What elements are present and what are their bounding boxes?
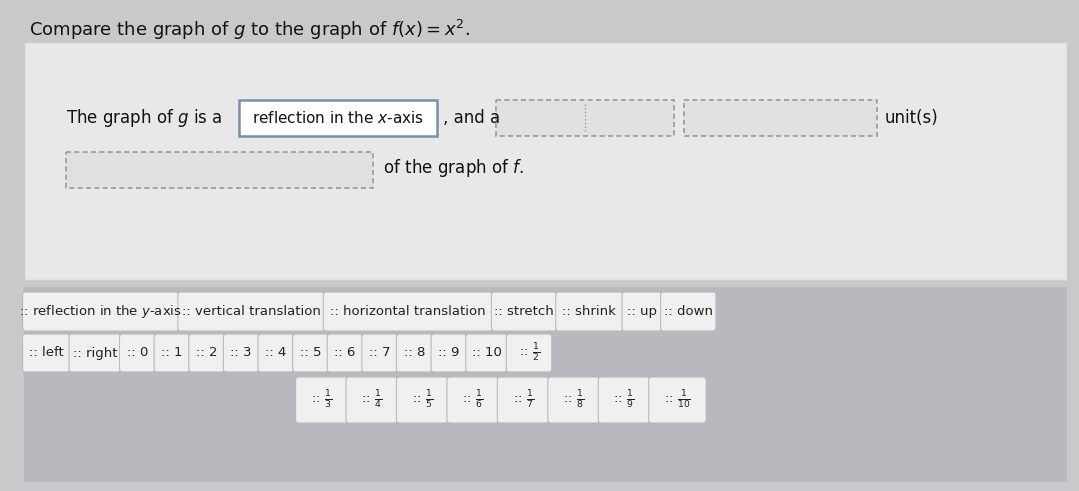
FancyBboxPatch shape — [622, 292, 661, 331]
FancyBboxPatch shape — [258, 334, 293, 372]
Bar — [496, 100, 674, 136]
Text: :: reflection in the $y$-axis: :: reflection in the $y$-axis — [19, 303, 182, 320]
Text: :: 9: :: 9 — [438, 347, 460, 359]
Bar — [66, 152, 372, 188]
Bar — [240, 100, 437, 136]
Text: The graph of $g$ is a: The graph of $g$ is a — [66, 107, 222, 129]
FancyBboxPatch shape — [327, 334, 363, 372]
Text: :: $\frac{1}{5}$: :: $\frac{1}{5}$ — [412, 389, 433, 411]
Text: :: 0: :: 0 — [126, 347, 148, 359]
Bar — [24, 287, 1067, 482]
Text: :: 4: :: 4 — [265, 347, 287, 359]
Text: :: $\frac{1}{9}$: :: $\frac{1}{9}$ — [614, 389, 634, 411]
Text: :: $\frac{1}{2}$: :: $\frac{1}{2}$ — [519, 342, 540, 364]
Text: :: 5: :: 5 — [300, 347, 322, 359]
Text: :: 3: :: 3 — [231, 347, 251, 359]
Bar — [24, 42, 1067, 280]
FancyBboxPatch shape — [346, 377, 397, 423]
Text: :: $\frac{1}{10}$: :: $\frac{1}{10}$ — [664, 389, 691, 411]
Text: :: vertical translation: :: vertical translation — [181, 305, 320, 318]
Text: of the graph of $f$.: of the graph of $f$. — [372, 157, 523, 179]
FancyBboxPatch shape — [361, 334, 397, 372]
Text: :: down: :: down — [664, 305, 713, 318]
FancyBboxPatch shape — [189, 334, 224, 372]
FancyBboxPatch shape — [491, 292, 557, 331]
Text: :: $\frac{1}{7}$: :: $\frac{1}{7}$ — [513, 389, 534, 411]
Text: :: right: :: right — [72, 347, 117, 359]
FancyBboxPatch shape — [497, 377, 549, 423]
Text: :: left: :: left — [29, 347, 64, 359]
FancyBboxPatch shape — [23, 292, 179, 331]
FancyBboxPatch shape — [648, 377, 706, 423]
FancyBboxPatch shape — [598, 377, 650, 423]
FancyBboxPatch shape — [447, 377, 498, 423]
FancyBboxPatch shape — [548, 377, 599, 423]
FancyBboxPatch shape — [296, 377, 347, 423]
FancyBboxPatch shape — [69, 334, 121, 372]
Text: unit(s): unit(s) — [884, 109, 938, 127]
FancyBboxPatch shape — [292, 334, 328, 372]
Text: :: 10: :: 10 — [472, 347, 502, 359]
Text: :: $\frac{1}{4}$: :: $\frac{1}{4}$ — [361, 389, 382, 411]
FancyBboxPatch shape — [506, 334, 551, 372]
Text: :: shrink: :: shrink — [562, 305, 616, 318]
Text: Compare the graph of $g$ to the graph of $f(x) = x^2$.: Compare the graph of $g$ to the graph of… — [29, 18, 470, 42]
Text: :: $\frac{1}{8}$: :: $\frac{1}{8}$ — [563, 389, 584, 411]
Bar — [684, 100, 877, 136]
FancyBboxPatch shape — [466, 334, 507, 372]
FancyBboxPatch shape — [396, 377, 448, 423]
FancyBboxPatch shape — [660, 292, 716, 331]
Text: :: 7: :: 7 — [369, 347, 391, 359]
FancyBboxPatch shape — [324, 292, 492, 331]
Text: :: horizontal translation: :: horizontal translation — [330, 305, 486, 318]
Text: :: $\frac{1}{6}$: :: $\frac{1}{6}$ — [462, 389, 483, 411]
FancyBboxPatch shape — [178, 292, 325, 331]
FancyBboxPatch shape — [432, 334, 467, 372]
Text: :: 2: :: 2 — [195, 347, 217, 359]
FancyBboxPatch shape — [556, 292, 623, 331]
FancyBboxPatch shape — [396, 334, 432, 372]
Text: :: 6: :: 6 — [334, 347, 356, 359]
Text: :: 1: :: 1 — [161, 347, 182, 359]
Text: reflection in the $x$-axis: reflection in the $x$-axis — [252, 110, 424, 126]
FancyBboxPatch shape — [23, 334, 70, 372]
Text: :: $\frac{1}{3}$: :: $\frac{1}{3}$ — [311, 389, 332, 411]
Text: :: 8: :: 8 — [404, 347, 425, 359]
Text: :: up: :: up — [627, 305, 657, 318]
FancyBboxPatch shape — [120, 334, 155, 372]
Text: :: stretch: :: stretch — [494, 305, 554, 318]
FancyBboxPatch shape — [223, 334, 259, 372]
FancyBboxPatch shape — [154, 334, 190, 372]
Text: , and a: , and a — [443, 109, 500, 127]
